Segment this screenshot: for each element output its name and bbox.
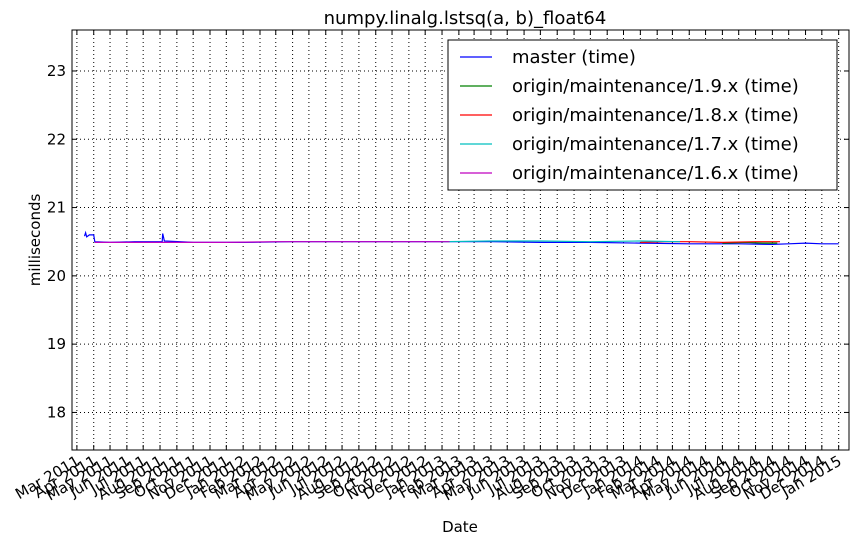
- legend-box: [447, 39, 838, 191]
- x-axis-label: Date: [442, 518, 478, 536]
- y-tick-label: 21: [47, 199, 66, 217]
- axis-ticks: [72, 30, 849, 450]
- legend-entry-label: origin/maintenance/1.7.x (time): [512, 134, 799, 155]
- legend-entry-label: origin/maintenance/1.9.x (time): [512, 76, 799, 97]
- series-layer: [83, 230, 839, 246]
- y-tick-label: 20: [47, 267, 66, 285]
- y-axis-label: milliseconds: [26, 194, 44, 287]
- y-tick-label: 23: [47, 62, 66, 80]
- series-line-2: [722, 241, 778, 244]
- y-tick-label: 22: [47, 130, 66, 148]
- legend-entry-label: master (time): [512, 47, 636, 68]
- y-tick-label: 19: [47, 335, 66, 353]
- y-tick-label: 18: [47, 403, 66, 421]
- legend-entry-label: origin/maintenance/1.6.x (time): [512, 163, 799, 184]
- series-line-4: [441, 240, 681, 243]
- chart-title: numpy.linalg.lstsq(a, b)_float64: [324, 8, 607, 29]
- plot-frame: [71, 29, 850, 451]
- series-line-5: [94, 241, 450, 243]
- y-axis-tick-labels: 18 19 20 21 22 23: [47, 62, 66, 421]
- legend-entry-label: origin/maintenance/1.8.x (time): [512, 105, 799, 126]
- legend: master (time) origin/maintenance/1.9.x (t…: [447, 39, 838, 191]
